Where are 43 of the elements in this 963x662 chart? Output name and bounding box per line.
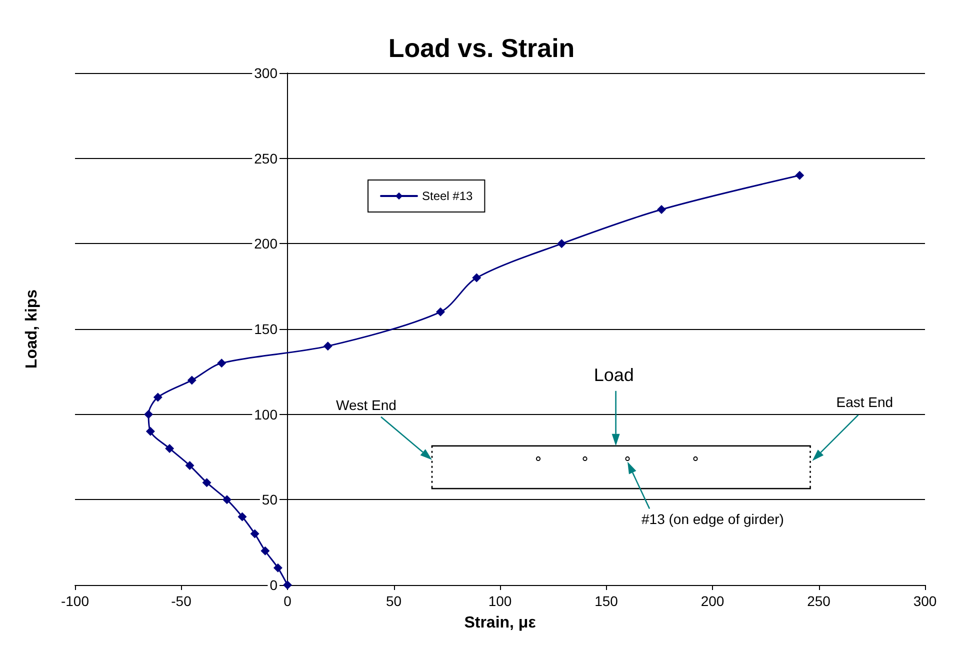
x-tick-label: -100 <box>60 593 90 609</box>
point <box>165 444 174 453</box>
y-tick-label: 300 <box>254 65 278 81</box>
point <box>436 307 445 316</box>
y-axis-title: Load, kips <box>24 289 40 369</box>
point <box>217 358 226 368</box>
point <box>146 426 155 436</box>
y-tick-label: 100 <box>254 406 278 422</box>
point <box>250 529 260 538</box>
x-tick-label: 300 <box>913 593 937 609</box>
point <box>323 342 332 351</box>
point <box>187 376 196 385</box>
point <box>260 546 270 556</box>
legend-label: Steel #13 <box>422 189 474 203</box>
annotation: East End <box>834 394 896 410</box>
point <box>238 512 247 522</box>
x-tick-label: 0 <box>284 593 292 609</box>
annotation: West End <box>334 396 398 413</box>
annotation: Load <box>592 364 636 386</box>
chart-title: Load vs. Strain <box>388 33 575 63</box>
point <box>202 478 212 488</box>
x-tick-label: 100 <box>488 593 512 609</box>
x-axis-title: Strain, με <box>464 614 536 632</box>
x-tick-label: -50 <box>171 593 192 609</box>
point <box>144 410 154 419</box>
point <box>472 273 482 282</box>
x-tick-label: 200 <box>700 593 724 609</box>
x-tick-label: 50 <box>386 593 402 609</box>
point <box>273 563 282 572</box>
x-tick-label: 150 <box>594 593 618 609</box>
y-tick-label: 150 <box>254 321 278 337</box>
point <box>185 461 194 470</box>
annotation: #13 (on edge of girder) <box>640 510 786 527</box>
point <box>222 495 232 504</box>
point <box>557 239 566 248</box>
y-tick-label: 250 <box>254 150 278 166</box>
y-tick-label: 200 <box>254 236 278 252</box>
point <box>153 392 162 402</box>
point <box>795 170 804 180</box>
y-tick-label: 0 <box>270 577 278 593</box>
point <box>657 205 666 214</box>
y-tick-label: 50 <box>262 492 278 508</box>
x-tick-label: 250 <box>807 593 831 609</box>
